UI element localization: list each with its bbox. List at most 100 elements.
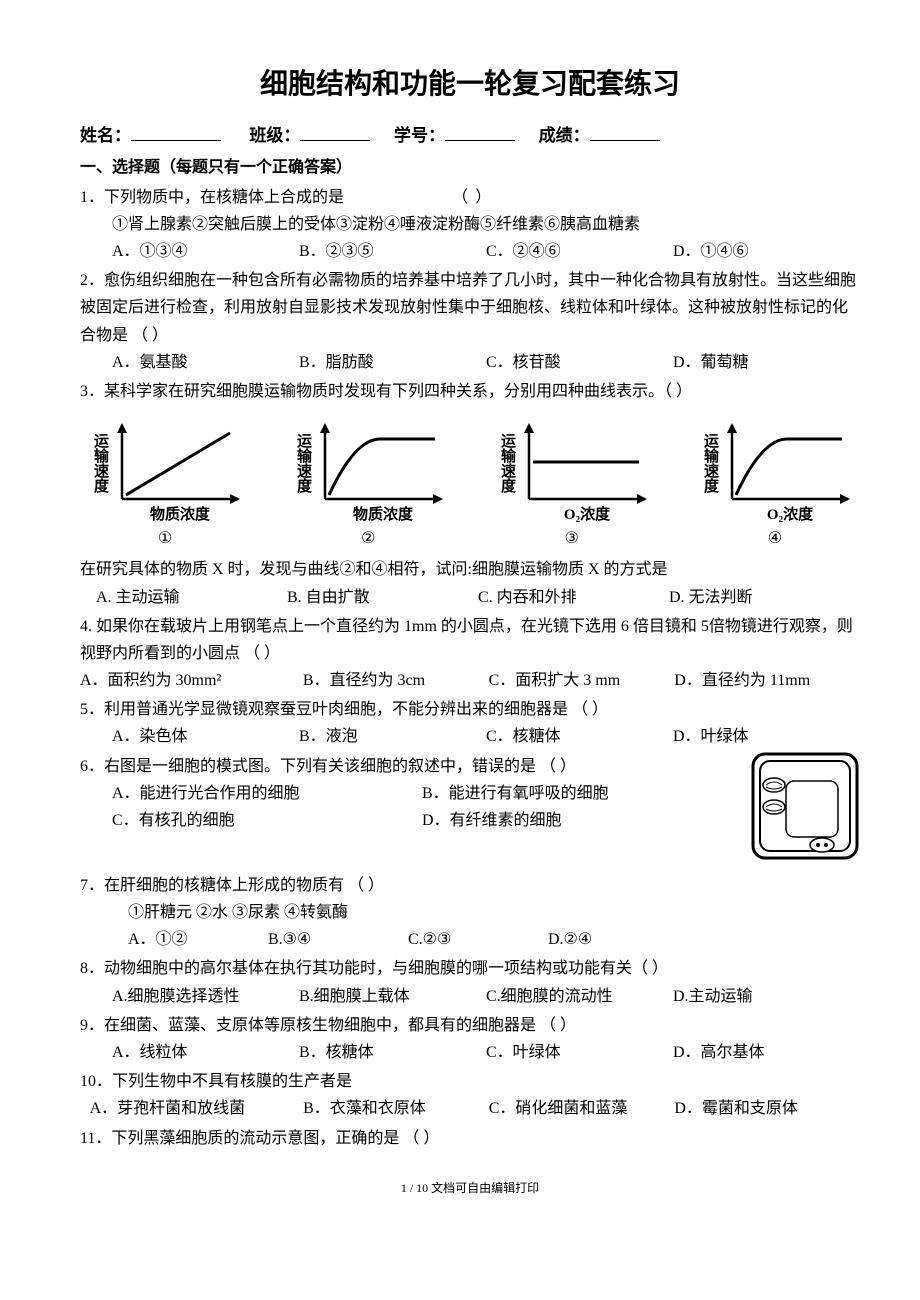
q8-opt-a: A.细胞膜选择透性	[112, 983, 299, 1010]
q4-opt-c: C．面积扩大 3 mm	[489, 667, 675, 694]
name-blank[interactable]	[131, 123, 221, 141]
svg-text:O₂浓度: O₂浓度	[564, 505, 611, 523]
q10-opt-a: A．芽孢杆菌和放线菌	[90, 1095, 303, 1122]
q5-stem: 5．利用普通光学显微镜观察蚕豆叶肉细胞，不能分辨出来的细胞器是 （ ）	[80, 701, 608, 718]
q2-opt-a: A．氨基酸	[112, 349, 299, 376]
q6-opt-c: C．有核孔的细胞	[112, 807, 422, 834]
question-9: 9．在细菌、蓝藻、支原体等原核生物细胞中，都具有的细胞器是 （ ） A．线粒体 …	[80, 1012, 860, 1066]
q8-opt-d: D.主动运输	[673, 983, 860, 1010]
q3-opt-c: C. 内吞和外排	[478, 584, 669, 611]
name-label: 姓名：	[80, 126, 131, 145]
q10-opt-b: B．衣藻和衣原体	[303, 1095, 489, 1122]
q6-opt-a: A．能进行光合作用的细胞	[112, 780, 422, 807]
svg-text:运输速度: 运输速度	[297, 433, 313, 495]
q1-paren: （ ）	[452, 189, 493, 206]
q3-options: A. 主动运输 B. 自由扩散 C. 内吞和外排 D. 无法判断	[96, 584, 860, 611]
question-4: 4. 如果你在载玻片上用钢笔点上一个直径约为 1mm 的小圆点，在光镜下选用 6…	[80, 613, 860, 695]
q1-opt-d: D．①④⑥	[673, 238, 860, 265]
svg-text:物质浓度: 物质浓度	[150, 505, 211, 523]
q2-stem: 2．愈伤组织细胞在一种包含所有必需物质的培养基中培养了几小时，其中一种化合物具有…	[80, 272, 856, 343]
q3-stem: 3．某科学家在研究细胞膜运输物质时发现有下列四种关系，分别用四种曲线表示。（ ）	[80, 383, 692, 400]
q6-opt-d: D．有纤维素的细胞	[422, 807, 732, 834]
q6-options: A．能进行光合作用的细胞 B．能进行有氧呼吸的细胞 C．有核孔的细胞 D．有纤维…	[112, 780, 732, 834]
svg-text:运输速度: 运输速度	[94, 433, 110, 495]
q7-opt-b: B.③④	[268, 926, 408, 953]
sid-label: 学号：	[394, 126, 445, 145]
section-heading: 一、选择题（每题只有一个正确答案）	[80, 154, 860, 181]
q5-opt-c: C．核糖体	[486, 723, 673, 750]
q3-charts: 运输速度 物质浓度 ① 运输速度 物质浓度 ② 运输速度 O₂浓度 ③ 运输速度	[80, 413, 860, 552]
question-2: 2．愈伤组织细胞在一种包含所有必需物质的培养基中培养了几小时，其中一种化合物具有…	[80, 267, 860, 376]
svg-text:O₂浓度: O₂浓度	[767, 505, 814, 523]
q2-opt-b: B．脂肪酸	[299, 349, 486, 376]
q9-opt-c: C．叶绿体	[486, 1039, 673, 1066]
q8-opt-c: C.细胞膜的流动性	[486, 983, 673, 1010]
q10-opt-c: C．硝化细菌和蓝藻	[489, 1095, 675, 1122]
score-label: 成绩：	[539, 126, 590, 145]
q4-opt-a: A．面积约为 30mm²	[80, 667, 303, 694]
score-blank[interactable]	[590, 123, 660, 141]
question-3: 3．某科学家在研究细胞膜运输物质时发现有下列四种关系，分别用四种曲线表示。（ ）…	[80, 378, 860, 611]
q11-stem: 11．下列黑藻细胞质的流动示意图，正确的是 （ ）	[80, 1130, 439, 1147]
q3-opt-a: A. 主动运输	[96, 584, 287, 611]
q7-opt-d: D.②④	[548, 926, 688, 953]
question-6: 6．右图是一细胞的模式图。下列有关该细胞的叙述中，错误的是 （ ） A．能进行光…	[80, 753, 860, 870]
svg-text:运输速度: 运输速度	[501, 433, 517, 495]
q6-stem: 6．右图是一细胞的模式图。下列有关该细胞的叙述中，错误的是 （ ）	[80, 758, 576, 775]
q7-opt-c: C.②③	[408, 926, 548, 953]
q3-chart-1: 运输速度 物质浓度 ①	[80, 413, 250, 552]
q4-opt-b: B．直径约为 3cm	[303, 667, 489, 694]
cell-diagram	[750, 751, 860, 870]
q7-opt-a: A．①②	[128, 926, 268, 953]
q8-stem: 8．动物细胞中的高尔基体在执行其功能时，与细胞膜的哪一项结构或功能有关（ ）	[80, 960, 668, 977]
q6-opt-b: B．能进行有氧呼吸的细胞	[422, 780, 732, 807]
q3-opt-d: D. 无法判断	[669, 584, 860, 611]
q3-opt-b: B. 自由扩散	[287, 584, 478, 611]
q3-stem2: 在研究具体的物质 X 时，发现与曲线②和④相符，试问:细胞膜运输物质 X 的方式…	[80, 556, 860, 583]
question-1: 1．下列物质中，在核糖体上合成的是 （ ） ①肾上腺素②突触后膜上的受体③淀粉④…	[80, 184, 860, 266]
q9-opt-a: A．线粒体	[112, 1039, 299, 1066]
q3-chart-3: 运输速度 O₂浓度 ③	[487, 413, 657, 552]
q1-opt-c: C．②④⑥	[486, 238, 673, 265]
q7-stem: 7．在肝细胞的核糖体上形成的物质有 （ ）	[80, 877, 384, 894]
q2-opt-d: D．葡萄糖	[673, 349, 860, 376]
question-10: 10．下列生物中不具有核膜的生产者是 A．芽孢杆菌和放线菌 B．衣藻和衣原体 C…	[80, 1068, 860, 1122]
q10-stem: 10．下列生物中不具有核膜的生产者是	[80, 1073, 352, 1090]
info-row: 姓名： 班级： 学号： 成绩：	[80, 122, 860, 151]
q8-opt-b: B.细胞膜上载体	[299, 983, 486, 1010]
q2-options: A．氨基酸 B．脂肪酸 C．核苷酸 D．葡萄糖	[112, 349, 860, 376]
question-7: 7．在肝细胞的核糖体上形成的物质有 （ ） ①肝糖元 ②水 ③尿素 ④转氨酶 A…	[80, 872, 860, 954]
question-8: 8．动物细胞中的高尔基体在执行其功能时，与细胞膜的哪一项结构或功能有关（ ） A…	[80, 955, 860, 1009]
q9-opt-b: B．核糖体	[299, 1039, 486, 1066]
question-5: 5．利用普通光学显微镜观察蚕豆叶肉细胞，不能分辨出来的细胞器是 （ ） A．染色…	[80, 696, 860, 750]
q1-opt-a: A．①③④	[112, 238, 299, 265]
q9-options: A．线粒体 B．核糖体 C．叶绿体 D．高尔基体	[112, 1039, 860, 1066]
q10-opt-d: D．霉菌和支原体	[674, 1095, 860, 1122]
q7-options: A．①② B.③④ C.②③ D.②④	[128, 926, 688, 953]
q1-options: A．①③④ B．②③⑤ C．②④⑥ D．①④⑥	[112, 238, 860, 265]
q2-opt-c: C．核苷酸	[486, 349, 673, 376]
class-label: 班级：	[249, 126, 300, 145]
q4-opt-d: D．直径约为 11mm	[674, 667, 860, 694]
q1-sub: ①肾上腺素②突触后膜上的受体③淀粉④唾液淀粉酶⑤纤维素⑥胰高血糖素	[112, 211, 860, 238]
class-blank[interactable]	[300, 123, 370, 141]
q4-stem: 4. 如果你在载玻片上用钢笔点上一个直径约为 1mm 的小圆点，在光镜下选用 6…	[80, 618, 853, 662]
q9-stem: 9．在细菌、蓝藻、支原体等原核生物细胞中，都具有的细胞器是 （ ）	[80, 1017, 576, 1034]
q9-opt-d: D．高尔基体	[673, 1039, 860, 1066]
page-title: 细胞结构和功能一轮复习配套练习	[80, 60, 860, 108]
q5-opt-b: B．液泡	[299, 723, 486, 750]
q3-chart-4: 运输速度 O₂浓度 ④	[690, 413, 860, 552]
svg-text:运输速度: 运输速度	[704, 433, 720, 495]
q4-options: A．面积约为 30mm² B．直径约为 3cm C．面积扩大 3 mm D．直径…	[80, 667, 860, 694]
sid-blank[interactable]	[445, 123, 515, 141]
q10-options: A．芽孢杆菌和放线菌 B．衣藻和衣原体 C．硝化细菌和蓝藻 D．霉菌和支原体	[90, 1095, 860, 1122]
q1-stem: 1．下列物质中，在核糖体上合成的是	[80, 189, 344, 206]
q5-opt-d: D．叶绿体	[673, 723, 860, 750]
question-11: 11．下列黑藻细胞质的流动示意图，正确的是 （ ）	[80, 1125, 860, 1152]
svg-text:物质浓度: 物质浓度	[353, 505, 414, 523]
q5-options: A．染色体 B．液泡 C．核糖体 D．叶绿体	[112, 723, 860, 750]
q5-opt-a: A．染色体	[112, 723, 299, 750]
q1-opt-b: B．②③⑤	[299, 238, 486, 265]
q7-sub: ①肝糖元 ②水 ③尿素 ④转氨酶	[128, 899, 860, 926]
q3-chart-2: 运输速度 物质浓度 ②	[283, 413, 453, 552]
